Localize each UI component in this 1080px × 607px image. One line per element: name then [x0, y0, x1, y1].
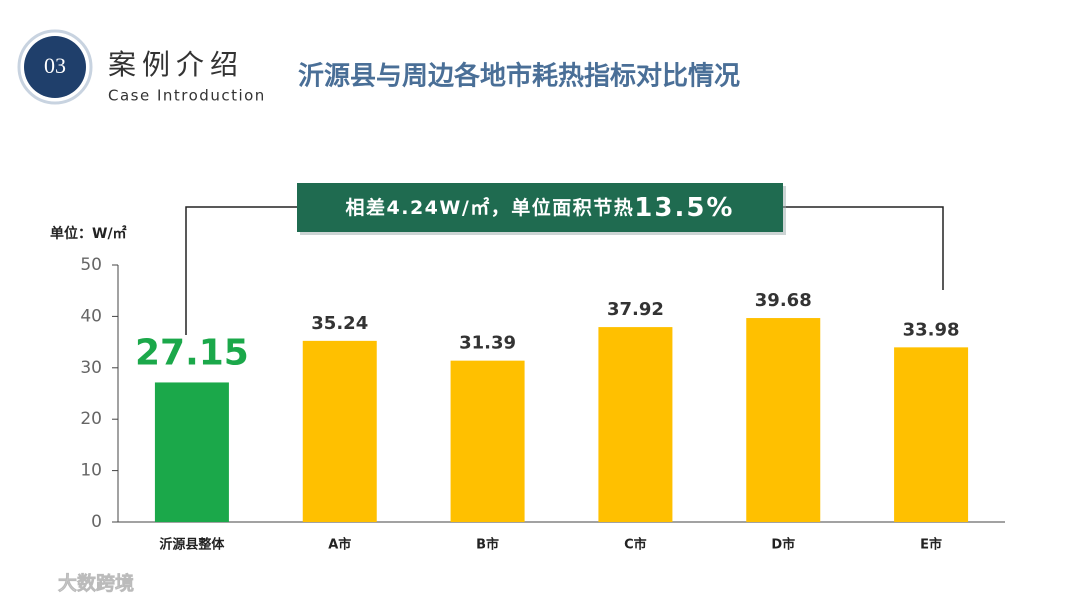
x-tick-label: B市: [476, 537, 499, 553]
badge: [24, 36, 86, 98]
badge-ring: [17, 29, 93, 105]
annotation-highlight: 13.5%: [634, 193, 734, 223]
value-label: 27.15: [135, 332, 249, 373]
value-label: 37.92: [607, 299, 664, 320]
value-label: 39.68: [755, 290, 812, 311]
bar: [450, 360, 525, 522]
value-label: 33.98: [903, 319, 960, 340]
y-tick-label: 40: [80, 306, 102, 326]
annotation-box: [297, 183, 783, 232]
y-tick-label: 30: [80, 358, 102, 378]
x-tick-label: 沂源县整体: [159, 537, 225, 553]
value-label: 35.24: [311, 313, 368, 334]
x-tick-label: D市: [771, 537, 795, 553]
bar: [302, 340, 377, 522]
x-tick-label: C市: [624, 537, 647, 553]
value-label: 31.39: [459, 333, 516, 354]
bar: [894, 347, 969, 522]
badge-number: 03: [44, 53, 66, 78]
section-subtitle: Case Introduction: [108, 87, 266, 105]
watermark: 大数跨境: [58, 572, 134, 595]
y-axis-label: 单位：W/㎡: [50, 225, 127, 242]
bracket-right: [783, 206, 944, 290]
bar: [598, 327, 673, 522]
annotation-text: 相差4.24W/㎡，单位面积节热: [346, 196, 635, 219]
y-tick-label: 0: [91, 512, 102, 532]
bracket-left: [185, 206, 297, 335]
annotation: 相差4.24W/㎡，单位面积节热13.5%: [346, 193, 735, 223]
bar: [746, 318, 821, 522]
y-tick-label: 10: [80, 461, 102, 481]
chart-title: 沂源县与周边各地市耗热指标对比情况: [298, 61, 740, 92]
x-tick-label: A市: [328, 537, 351, 553]
y-tick-label: 20: [80, 409, 102, 429]
y-tick-label: 50: [80, 255, 102, 275]
section-title: 案例介绍: [108, 48, 244, 81]
bar: [154, 382, 229, 522]
x-tick-label: E市: [920, 537, 942, 553]
